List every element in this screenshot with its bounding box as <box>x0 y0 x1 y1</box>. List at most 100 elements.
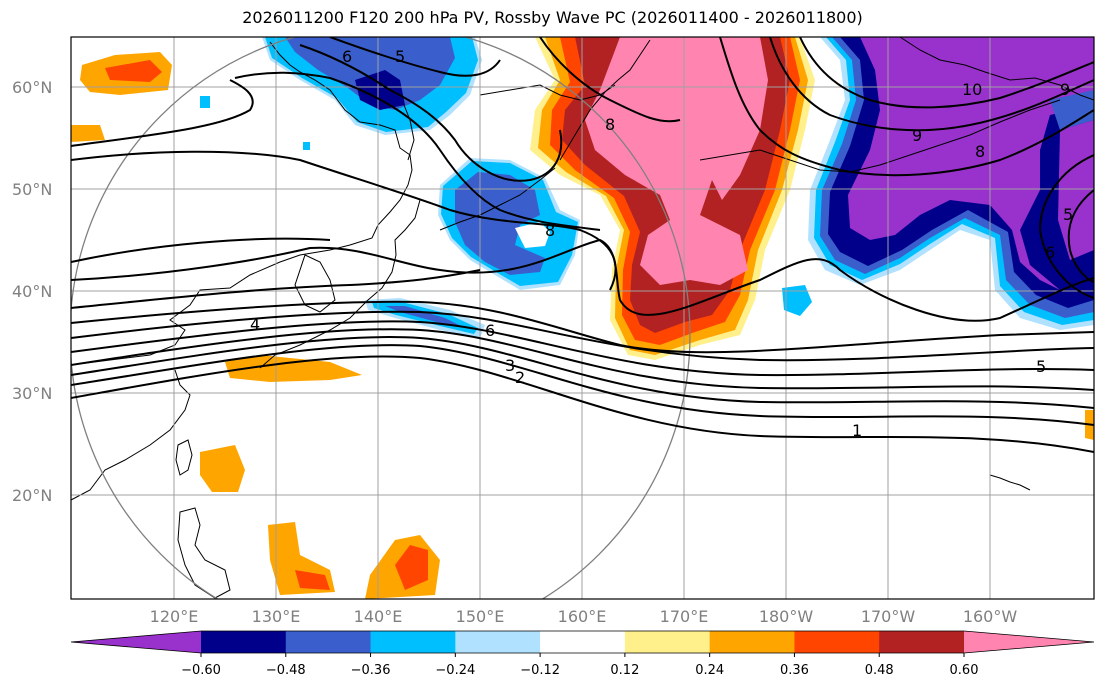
contour-2 <box>71 344 1094 426</box>
kurils <box>439 167 556 231</box>
blob-small-blue2 <box>303 142 310 150</box>
colorbar-tick-label: −0.12 <box>520 663 560 678</box>
map-frame <box>70 36 1095 600</box>
asia-mainland-coast <box>71 41 413 366</box>
blob-taiwan-orange <box>200 445 245 492</box>
contour-5 <box>71 320 1094 377</box>
map-layers: 6 5 8 8 9 10 9 8 5 6 4 6 3 2 5 1 <box>71 37 1094 599</box>
contour-labels: 6 5 8 8 9 10 9 8 5 6 4 6 3 2 5 1 <box>250 47 1073 440</box>
contour-19 <box>1038 154 1094 299</box>
colorbar-tick-label: 0.60 <box>950 663 979 678</box>
coastlines <box>71 37 1094 599</box>
colorbar-segment <box>370 631 456 653</box>
lon-label: 160°W <box>963 607 1018 626</box>
colorbar-segment <box>879 631 965 653</box>
contour-label: 5 <box>395 47 405 66</box>
ridge-pink-fill <box>585 37 768 285</box>
colorbar-tick-label: −0.48 <box>266 663 306 678</box>
nw-navy-fill <box>355 70 405 110</box>
figure-title: 2026011200 F120 200 hPa PV, Rossby Wave … <box>242 8 863 27</box>
blob-nw-red <box>105 60 162 82</box>
contour-12 <box>71 79 254 147</box>
contour-4 <box>71 328 1094 391</box>
contour-18 <box>799 37 1094 109</box>
colorbar-tick-label: 0.48 <box>865 663 894 678</box>
colorbar-segment <box>709 631 795 653</box>
contour-label: 8 <box>975 142 985 161</box>
contour-14 <box>299 44 563 182</box>
colorbar-tick-label: 0.12 <box>610 663 639 678</box>
contour-label: 9 <box>1060 80 1070 99</box>
lon-label: 170°W <box>861 607 916 626</box>
contour-7 <box>71 300 1094 354</box>
lat-label: 20°N <box>12 486 52 505</box>
blob-phil-red <box>295 570 330 590</box>
contour-label: 8 <box>605 115 615 134</box>
contour-label: 6 <box>485 321 495 340</box>
contour-8 <box>71 269 481 309</box>
lon-label: 130°E <box>252 607 301 626</box>
contour-label: 10 <box>962 80 982 99</box>
contour-label: 3 <box>505 356 515 375</box>
lat-label: 40°N <box>12 282 52 301</box>
trough-east-purple <box>1058 120 1094 260</box>
colorbar-tick-label: −0.36 <box>351 663 391 678</box>
contour-3 <box>71 336 1094 409</box>
jsea-royal-fill <box>455 172 545 275</box>
colorbar-arrow-left <box>71 631 201 653</box>
contour-21 <box>539 37 681 123</box>
lon-label: 150°E <box>456 607 505 626</box>
colorbar-segment <box>794 631 880 653</box>
colorbar: −0.60 −0.48 −0.36 −0.24 −0.12 0.12 0.24 0.36 0.4… <box>70 630 1095 678</box>
lat-label: 60°N <box>12 78 52 97</box>
contour-label: 4 <box>250 315 260 334</box>
sakhalin-coast <box>403 104 415 161</box>
lat-label: 50°N <box>12 180 52 199</box>
colorbar-segment <box>624 631 711 653</box>
contour-13 <box>234 71 601 231</box>
lon-label: 140°E <box>354 607 403 626</box>
contour-11 <box>71 150 617 291</box>
contour-6 <box>71 310 1094 362</box>
trough-east-royal <box>1050 90 1094 130</box>
contour-15 <box>329 37 501 77</box>
contour-label: 2 <box>515 368 525 387</box>
colorbar-segment <box>285 631 372 653</box>
taiwan-coast <box>175 439 193 476</box>
blob-180-skyblue <box>782 285 812 316</box>
contour-label: 5 <box>1063 205 1073 224</box>
blob-south-red <box>395 545 428 590</box>
contour-label: 5 <box>1036 357 1046 376</box>
lon-label: 170°E <box>660 607 709 626</box>
colorbar-segment <box>540 631 626 653</box>
contour-label: 6 <box>1045 243 1055 262</box>
contour-label: 9 <box>912 126 922 145</box>
colorbar-arrow-right <box>964 631 1094 653</box>
aleutians <box>699 99 1061 173</box>
colorbar-tick-label: 0.36 <box>780 663 809 678</box>
longitude-labels: 120°E 130°E 140°E 150°E 160°E 170°E 180°… <box>150 607 1018 626</box>
lon-label: 180°W <box>759 607 814 626</box>
pv-contours <box>71 37 1094 453</box>
lat-label: 30°N <box>12 384 52 403</box>
china-coast-south <box>71 369 191 501</box>
radius-circle <box>71 37 691 599</box>
blob-japan-orange <box>225 355 362 382</box>
philippines-coast <box>177 507 231 599</box>
lon-label: 120°E <box>150 607 199 626</box>
japan-coast <box>259 199 421 369</box>
lon-label: 160°E <box>558 607 607 626</box>
blob-w-orange <box>71 125 105 142</box>
blob-small-blue1 <box>200 96 210 108</box>
contour-16 <box>719 37 1094 177</box>
trough-purple-fill <box>848 37 1094 295</box>
contour-label: 6 <box>342 47 352 66</box>
jsea-white-hole <box>515 222 550 248</box>
contour-label: 1 <box>852 421 862 440</box>
colorbar-tick-label: −0.60 <box>181 663 221 678</box>
colorbar-tick-label: 0.24 <box>695 663 724 678</box>
contour-label: 8 <box>545 221 555 240</box>
contour-1 <box>71 355 1094 453</box>
contour-17 <box>769 37 1094 132</box>
